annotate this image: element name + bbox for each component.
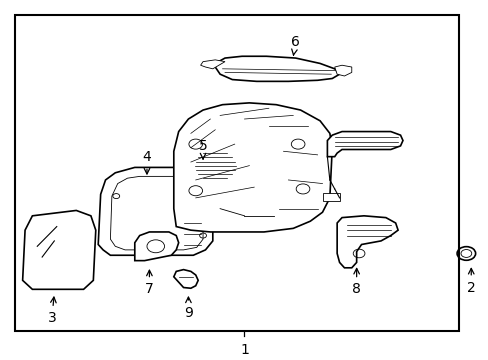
Text: 4: 4 <box>142 150 151 174</box>
Polygon shape <box>215 56 339 81</box>
Text: 5: 5 <box>198 139 207 159</box>
Polygon shape <box>135 232 178 261</box>
Polygon shape <box>327 131 402 157</box>
Polygon shape <box>22 211 96 289</box>
Text: 7: 7 <box>145 270 154 296</box>
Polygon shape <box>173 270 198 288</box>
Polygon shape <box>200 60 224 69</box>
Polygon shape <box>98 167 212 255</box>
FancyBboxPatch shape <box>322 193 339 202</box>
Text: 1: 1 <box>240 343 248 357</box>
Polygon shape <box>336 216 397 268</box>
Text: 8: 8 <box>351 269 360 296</box>
Text: 6: 6 <box>291 35 300 55</box>
Polygon shape <box>334 65 351 76</box>
Bar <box>15 15 458 330</box>
Text: 3: 3 <box>47 297 56 325</box>
Text: 2: 2 <box>466 269 475 294</box>
Text: 9: 9 <box>183 297 192 320</box>
Polygon shape <box>173 103 331 232</box>
